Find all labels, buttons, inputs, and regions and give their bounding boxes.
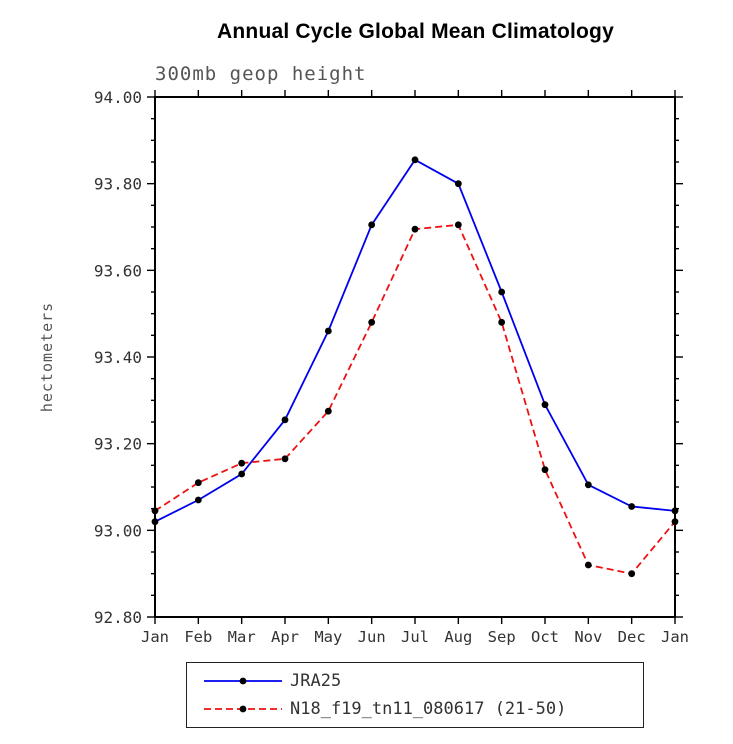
- svg-text:93.80: 93.80: [94, 175, 142, 194]
- svg-text:Oct: Oct: [531, 628, 559, 646]
- svg-text:hectometers: hectometers: [38, 302, 56, 412]
- svg-text:92.80: 92.80: [94, 608, 142, 627]
- svg-text:93.60: 93.60: [94, 261, 142, 280]
- line-chart: 300mb geop height hectometers 92.80 93.00 93…: [38, 63, 689, 646]
- legend-line-sample-dashed: [204, 705, 282, 713]
- svg-text:Feb: Feb: [184, 628, 212, 646]
- svg-text:93.00: 93.00: [94, 521, 142, 540]
- svg-text:Aug: Aug: [444, 628, 472, 646]
- legend-item-n18: N18_f19_tn11_080617 (21-50): [201, 699, 643, 719]
- svg-text:Jan: Jan: [141, 628, 169, 646]
- chart-legend: JRA25 N18_f19_tn11_080617 (21-50): [186, 662, 644, 728]
- chart-title: Annual Cycle Global Mean Climatology: [217, 20, 614, 43]
- svg-text:Apr: Apr: [271, 628, 299, 646]
- legend-line-sample-solid: [204, 677, 282, 685]
- svg-text:93.20: 93.20: [94, 435, 142, 454]
- svg-text:Nov: Nov: [574, 628, 602, 646]
- svg-text:Jan: Jan: [661, 628, 689, 646]
- svg-text:Sep: Sep: [488, 628, 516, 646]
- svg-text:Jul: Jul: [401, 628, 429, 646]
- legend-label-n18: N18_f19_tn11_080617 (21-50): [290, 699, 567, 719]
- svg-text:300mb geop height: 300mb geop height: [155, 63, 366, 85]
- legend-label-jra25: JRA25: [290, 671, 342, 691]
- svg-text:May: May: [314, 628, 342, 646]
- svg-text:94.00: 94.00: [94, 88, 142, 107]
- legend-item-jra25: JRA25: [201, 671, 643, 691]
- svg-text:93.40: 93.40: [94, 348, 142, 367]
- svg-text:Mar: Mar: [228, 628, 256, 646]
- svg-text:Dec: Dec: [618, 628, 646, 646]
- svg-text:Jun: Jun: [358, 628, 386, 646]
